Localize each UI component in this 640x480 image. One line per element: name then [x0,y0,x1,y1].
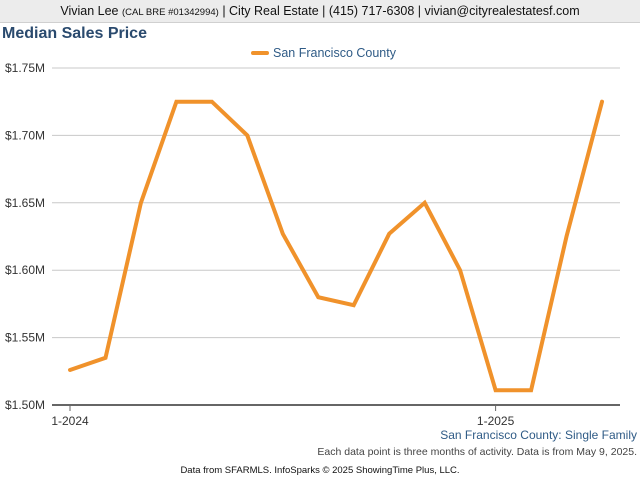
data-point [494,388,498,392]
legend[interactable]: San Francisco County [251,46,397,60]
x-axis-labels: 1-2024 1-2025 [51,405,515,428]
series-layer [68,99,604,393]
y-tick-label: $1.50M [5,398,45,412]
data-point [458,268,462,272]
data-point [352,303,356,307]
data-point [174,100,178,104]
x-tick-label: 1-2025 [477,414,515,428]
y-tick-label: $1.60M [5,263,45,277]
data-point [281,232,285,236]
agent-contact: | City Real Estate | (415) 717-6308 | vi… [222,4,580,18]
data-point [565,235,569,239]
data-point [68,368,72,372]
data-note: Each data point is three months of activ… [317,446,637,458]
legend-label: San Francisco County [273,46,397,60]
y-tick-label: $1.55M [5,331,45,345]
agent-name: Vivian Lee [60,4,119,18]
data-point [423,201,427,205]
x-tick-label: 1-2024 [51,414,89,428]
chart-subtitle: San Francisco County: Single Family [440,428,637,442]
data-point [387,232,391,236]
data-point [600,100,604,104]
data-point [210,100,214,104]
y-tick-label: $1.65M [5,196,45,210]
data-point [245,133,249,137]
chart-title: Median Sales Price [2,25,147,42]
series-line [68,99,604,393]
data-point [316,295,320,299]
footer-credit: Data from SFARMLS. InfoSparks © 2025 Sho… [180,465,460,476]
data-point [529,388,533,392]
data-point [139,201,143,205]
agent-license: (CAL BRE #01342994) [122,7,219,18]
agent-header: Vivian Lee (CAL BRE #01342994) | City Re… [0,0,640,23]
y-axis-labels: $1.50M $1.55M $1.60M $1.65M $1.70M $1.75M [5,61,45,412]
y-tick-label: $1.70M [5,128,45,142]
grid-layer [52,67,620,406]
y-tick-label: $1.75M [5,61,45,75]
data-point [103,356,107,360]
